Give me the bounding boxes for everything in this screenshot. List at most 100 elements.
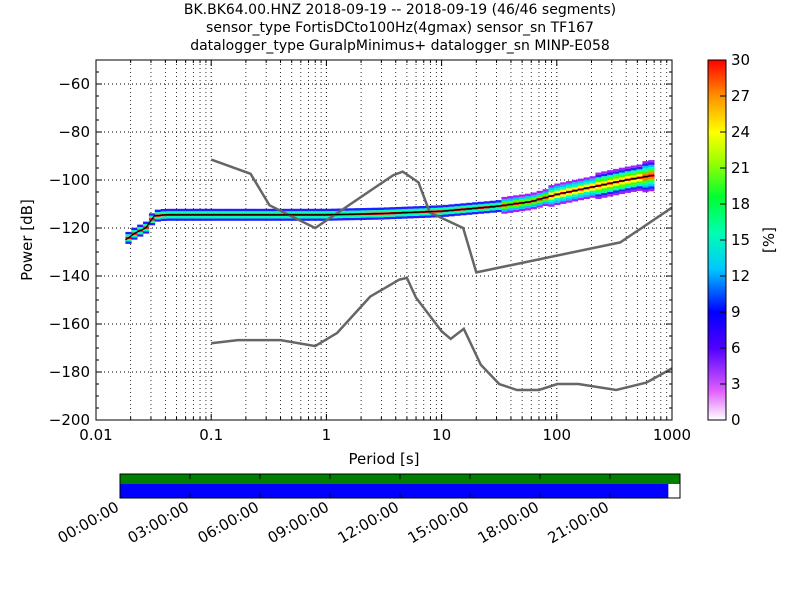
ppsd-cell	[642, 177, 649, 181]
ppsd-cell	[442, 212, 449, 215]
ppsd-cell	[190, 211, 197, 214]
ppsd-cell	[166, 218, 173, 221]
ppsd-cell	[260, 208, 267, 212]
ppsd-cell	[519, 194, 526, 197]
ppsd-cell	[178, 211, 185, 214]
ppsd-cell	[601, 171, 608, 174]
ppsd-cell	[425, 215, 432, 218]
ppsd-cell	[372, 210, 379, 213]
ppsd-cell	[642, 163, 649, 166]
ppsd-cell	[613, 183, 620, 186]
ppsd-cell	[160, 208, 167, 212]
ppsd-cell	[307, 218, 314, 221]
ppsd-cell	[378, 214, 385, 218]
ppsd-cell	[301, 216, 308, 219]
ppsd-cell	[260, 211, 267, 214]
ppsd-cell	[566, 193, 573, 196]
ppsd-cell	[507, 210, 514, 213]
ppsd-cell	[607, 194, 614, 197]
ppsd-cell	[448, 206, 455, 210]
ppsd-cell	[595, 194, 602, 197]
ppsd-cell	[618, 191, 626, 195]
used-coverage-bar	[120, 484, 669, 498]
ppsd-cell	[495, 209, 502, 213]
colorbar-tick-label: 3	[731, 375, 741, 393]
ppsd-cell	[577, 190, 584, 194]
ppsd-cell	[519, 206, 526, 209]
ppsd-cell	[630, 170, 637, 173]
mode-curve-layer	[125, 174, 655, 241]
ppsd-cell	[366, 215, 373, 218]
ppsd-cell	[566, 183, 573, 186]
ppsd-cell	[266, 208, 273, 212]
ppsd-cell	[513, 200, 520, 203]
ppsd-cell	[595, 172, 602, 175]
colorbar-tick-label: 18	[731, 195, 750, 213]
ppsd-cell	[501, 211, 508, 214]
ppsd-cell	[583, 177, 590, 180]
ppsd-cell	[595, 177, 602, 180]
ppsd-cell	[266, 218, 273, 221]
ppsd-cell	[307, 216, 314, 219]
ppsd-cell	[178, 218, 185, 221]
x-tick-label: 0.01	[79, 426, 112, 444]
ppsd-cell	[524, 196, 532, 199]
ppsd-cell	[125, 241, 132, 244]
ppsd-cell	[624, 185, 631, 189]
new-high-noise-model-line	[210, 158, 672, 274]
ppsd-cell	[513, 207, 520, 210]
ppsd-cell	[342, 217, 349, 221]
ppsd-cell	[454, 203, 461, 207]
ppsd-cell	[589, 195, 596, 198]
ppsd-cell	[618, 170, 626, 173]
ppsd-cell	[536, 200, 543, 203]
ppsd-cell	[560, 182, 567, 185]
ppsd-cell	[642, 173, 649, 176]
ppsd-cell	[577, 185, 584, 189]
plot-frame	[95, 59, 673, 421]
ppsd-cell	[618, 189, 626, 192]
ppsd-cell	[501, 199, 508, 202]
ppsd-cell	[571, 199, 579, 202]
ppsd-cell	[331, 211, 338, 214]
ppsd-cell	[495, 200, 502, 203]
ppsd-cell	[566, 195, 573, 198]
ppsd-cell	[319, 216, 326, 219]
ppsd-cell	[548, 192, 555, 195]
ppsd-cell	[184, 211, 191, 214]
ppsd-cell	[542, 189, 549, 192]
ppsd-cell	[542, 198, 549, 202]
ppsd-cell	[607, 189, 614, 192]
ppsd-cell	[636, 171, 643, 175]
ppsd-cell	[613, 173, 620, 177]
time-coverage-bar: 00:00:00 03:00:00 06:00:00 09:00:00 12:00:00…	[55, 473, 681, 547]
time-tick-label: 03:00:00	[125, 498, 192, 547]
ppsd-cell	[524, 193, 532, 197]
ppsd-cell	[542, 203, 549, 206]
ppsd-cell	[389, 214, 396, 217]
ppsd-cell	[513, 204, 520, 208]
ppsd-cell	[307, 211, 314, 214]
ppsd-cell	[143, 224, 150, 227]
ppsd-cell	[301, 218, 308, 221]
ppsd-cell	[395, 206, 402, 210]
ppsd-cell	[272, 211, 279, 214]
ppsd-cell	[184, 216, 191, 219]
ppsd-cell	[607, 186, 614, 190]
ppsd-cell	[260, 216, 267, 219]
ppsd-cell	[601, 190, 608, 193]
ppsd-cell	[413, 206, 420, 209]
ppsd-cell	[566, 200, 573, 203]
ppsd-cell	[148, 213, 156, 216]
ppsd-cell	[213, 218, 220, 221]
ppsd-cell	[536, 190, 543, 194]
ppsd-cell	[413, 215, 420, 219]
ppsd-cell	[630, 187, 637, 190]
ppsd-cell	[342, 210, 349, 214]
ppsd-cell	[289, 208, 297, 212]
ppsd-cell	[554, 190, 561, 194]
ppsd-cell	[125, 234, 132, 237]
ppsd-cell	[454, 213, 461, 216]
ppsd-cell	[466, 212, 473, 215]
ppsd-cell	[607, 191, 614, 195]
